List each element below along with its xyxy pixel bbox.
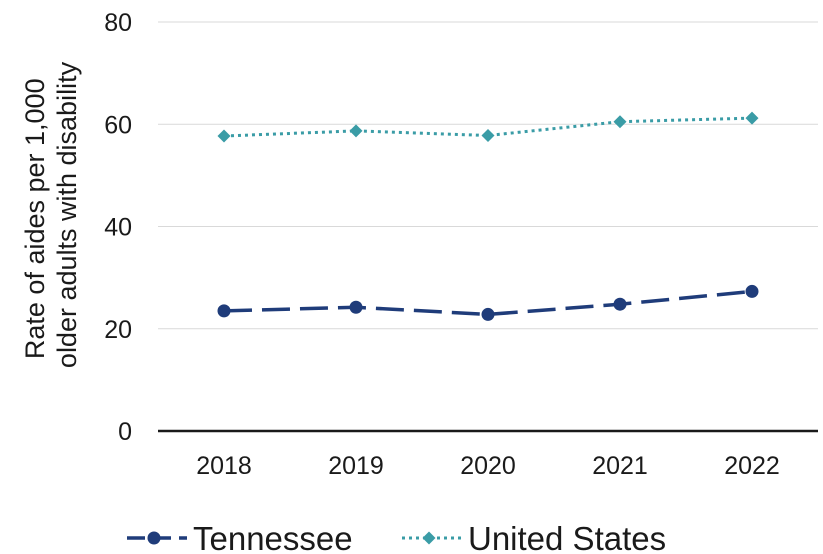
data-point — [217, 129, 231, 143]
y-tick-label: 80 — [104, 9, 132, 37]
gridlines — [158, 21, 818, 330]
legend-label: Tennessee — [193, 520, 353, 554]
x-tick-label: 2019 — [328, 452, 384, 480]
x-tick-label: 2022 — [724, 452, 780, 480]
data-point — [613, 115, 627, 129]
data-point — [147, 531, 161, 545]
series-1 — [217, 111, 759, 143]
data-point — [349, 300, 363, 314]
data-point — [745, 284, 759, 298]
y-tick-label: 0 — [118, 418, 132, 446]
x-tick-label: 2021 — [592, 452, 648, 480]
series-0 — [217, 284, 759, 321]
legend: Tennessee United States — [127, 520, 666, 554]
data-point — [613, 297, 627, 311]
data-point — [349, 124, 363, 138]
x-tick-label: 2020 — [460, 452, 516, 480]
series-group — [217, 111, 759, 321]
data-point — [745, 111, 759, 125]
data-point — [481, 307, 495, 321]
y-tick-label: 40 — [104, 214, 132, 242]
data-point — [217, 304, 231, 318]
legend-item: Tennessee — [127, 520, 353, 554]
y-tick-label: 20 — [104, 316, 132, 344]
legend-label: United States — [468, 520, 666, 554]
series-line — [223, 289, 753, 317]
data-point — [481, 128, 495, 142]
data-point — [422, 531, 436, 545]
y-axis-label: Rate of aides per 1,000 older adults wit… — [20, 61, 82, 368]
legend-item: United States — [402, 520, 666, 554]
y-axis-tick-labels: 0 20 40 60 80 — [104, 9, 132, 446]
x-axis-tick-labels: 2018 2019 2020 2021 2022 — [196, 452, 780, 480]
x-tick-label: 2018 — [196, 452, 252, 480]
y-tick-label: 60 — [104, 111, 132, 139]
